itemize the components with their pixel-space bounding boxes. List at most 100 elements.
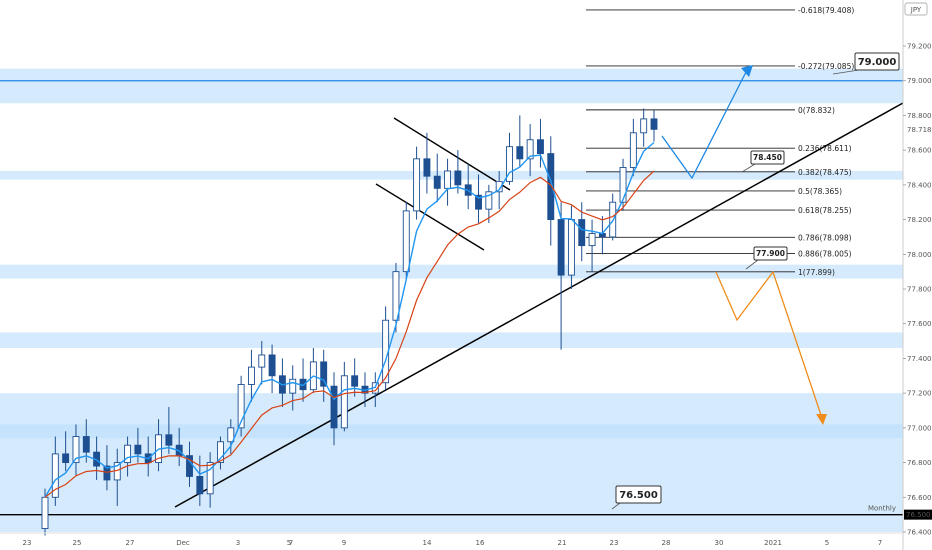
date-tick-label-1: 25 (73, 539, 82, 547)
current-price-label: 78.718 (907, 126, 932, 134)
candle-body-2 (62, 453, 70, 464)
date-tick-label-7: 9 (342, 539, 346, 547)
date-tick-label-13: 30 (715, 539, 724, 547)
candle-body-3 (72, 436, 80, 464)
fib-label-6: 0.618(78.255) (798, 206, 852, 215)
candle-body-49 (547, 153, 555, 221)
date-tick-label-12: 28 (662, 539, 671, 547)
price-tick-label-12: 76.800 (907, 459, 932, 467)
currency-badge-box (904, 2, 928, 16)
price-tick-label-1: 79.000 (907, 77, 932, 85)
date-tick-label-5: 5 (287, 539, 291, 547)
fibs-layer: -0.618(79.408) -0.272(79.085) 0(78.832) 0.2… (586, 6, 854, 277)
ascending-trendline (174, 102, 904, 508)
candle-body-18 (227, 427, 235, 443)
projections-layer (661, 65, 827, 425)
candle-body-15 (196, 476, 204, 495)
candle-body-19 (237, 384, 245, 429)
date-tick-label-16: 7 (878, 539, 882, 547)
candle-body-38 (433, 175, 441, 189)
bearish-projection-path (715, 270, 823, 419)
candle-body-37 (423, 158, 431, 177)
monthly-price-tag-box (904, 509, 932, 520)
candle-body-47 (526, 139, 534, 160)
candle-body-21 (258, 354, 266, 368)
price-tick-label-5: 78.200 (907, 216, 932, 224)
candle-body-34 (392, 271, 400, 321)
candle-body-42 (475, 194, 482, 210)
candle-body-48 (537, 139, 544, 155)
candle-body-30 (351, 375, 359, 387)
price-tick-label-2: 78.800 (907, 112, 932, 120)
fib-label-7: 0.786(78.098) (798, 233, 852, 242)
price-tick-label-11: 77.000 (907, 424, 932, 432)
candle-body-36 (413, 158, 421, 212)
candle-body-50 (557, 219, 565, 276)
fib-label-2: 0(78.832) (798, 106, 835, 115)
candle-body-59 (650, 118, 658, 130)
date-tick-label-6: 7 (289, 539, 293, 547)
candle-body-24 (289, 378, 297, 394)
callout-box-1 (750, 150, 785, 165)
price-tick-label-14: 76.400 (907, 529, 932, 537)
date-tick-label-2: 27 (126, 539, 135, 547)
fib-label-8: 0.886(78.005) (798, 249, 852, 258)
currency-badge-label: JPY (910, 6, 922, 14)
price-tick-label-6: 78.000 (907, 251, 932, 259)
support-zone-5 (0, 424, 903, 439)
price-tick-label-3: 78.600 (907, 147, 932, 155)
ma-layer (44, 141, 655, 498)
candle-body-44 (495, 180, 503, 193)
candle-body-45 (506, 146, 513, 182)
callout-label-1: 78.450 (753, 153, 782, 162)
candle-body-16 (206, 462, 214, 495)
price-tick-label-9: 77.400 (907, 355, 932, 363)
support-zone-1 (0, 170, 903, 180)
callout-label-0: 79.000 (858, 57, 897, 68)
callout-leader-1 (741, 163, 756, 173)
callout-label-3: 76.500 (619, 490, 658, 501)
candle-body-39 (444, 170, 452, 189)
candle-body-20 (247, 366, 255, 385)
support-zone-0 (0, 68, 903, 104)
date-tick-label-11: 23 (610, 539, 619, 547)
price-tick-label-8: 77.600 (907, 320, 932, 328)
price-tick-label-4: 78.400 (907, 181, 932, 189)
slow-ma-line (44, 170, 655, 498)
date-tick-label-9: 16 (476, 539, 485, 547)
date-tick-label-0: 23 (23, 539, 32, 547)
date-tick-label-14: 2021 (764, 539, 782, 547)
callout-box-0 (854, 52, 900, 71)
callouts-layer: 79.000 78.450 77.900 76.500 (611, 52, 900, 510)
candle-body-28 (330, 385, 338, 429)
date-tick-label-10: 21 (558, 539, 567, 547)
fib-label-5: 0.5(78.365) (798, 187, 842, 196)
trendlines-layer (174, 102, 904, 508)
monthly-price-tag-label: 76.500 (906, 511, 931, 519)
zones-layer (0, 68, 903, 532)
price-tick-label-13: 76.600 (907, 494, 932, 502)
candle-body-56 (619, 167, 627, 203)
candle-body-6 (103, 465, 111, 481)
candle-body-43 (485, 191, 493, 210)
candle-body-40 (454, 170, 462, 186)
candle-body-29 (340, 375, 348, 429)
candle-body-52 (578, 219, 586, 247)
price-tick-label-10: 77.200 (907, 390, 932, 398)
candle-body-9 (134, 444, 142, 455)
bullish-projection-path (661, 71, 747, 180)
callout-leader-3 (611, 502, 621, 510)
candle-body-8 (124, 444, 132, 464)
flag-upper-line (393, 117, 511, 191)
callout-box-2 (753, 246, 788, 261)
support-zone-4 (0, 393, 903, 532)
fib-label-0: -0.618(79.408) (798, 6, 854, 15)
support-zone-2 (0, 264, 903, 279)
support-zone-3 (0, 332, 903, 349)
candle-body-46 (516, 146, 524, 160)
callout-leader-0 (832, 69, 860, 75)
callout-box-3 (615, 485, 662, 504)
